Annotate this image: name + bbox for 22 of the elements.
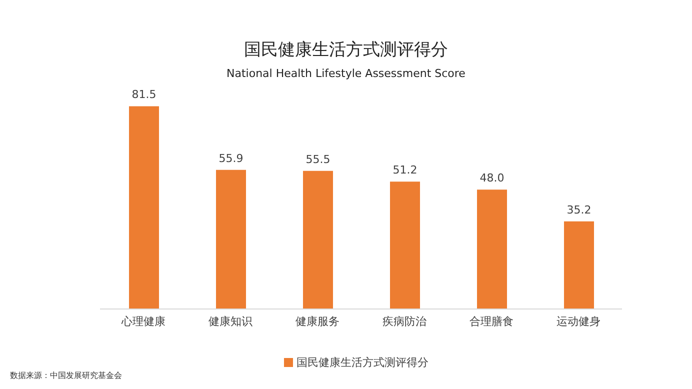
x-tick-label: 合理膳食 <box>470 314 514 328</box>
x-tick-label: 健康服务 <box>296 314 340 328</box>
bar <box>129 106 159 309</box>
x-tick-label: 疾病防治 <box>382 314 426 328</box>
data-label: 48.0 <box>480 172 504 185</box>
x-tick-label: 运动健身 <box>556 314 600 328</box>
bar <box>390 182 420 309</box>
data-label: 35.2 <box>566 203 592 216</box>
legend-label: 国民健康生活方式测评得分 <box>296 356 428 369</box>
data-label: 81.5 <box>132 88 156 102</box>
x-tick-label: 健康知识 <box>208 314 252 328</box>
bar <box>303 170 333 309</box>
x-tick-label: 心理健康 <box>120 314 166 328</box>
bar <box>564 221 594 309</box>
data-label: 55.9 <box>218 152 244 165</box>
bar <box>477 190 507 309</box>
data-label: 55.5 <box>306 152 330 166</box>
chart-title: 国民健康生活方式测评得分 <box>243 39 449 61</box>
source-note: 数据来源：中国发展研究基金会 <box>10 370 122 381</box>
data-label: 51.2 <box>392 164 418 177</box>
bar <box>216 170 246 309</box>
chart-subtitle: National Health Lifestyle Assessment Score <box>226 67 466 80</box>
